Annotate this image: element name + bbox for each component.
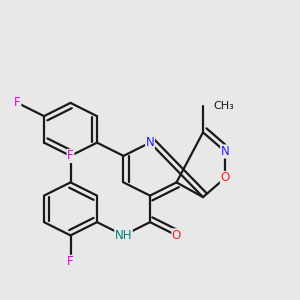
Text: F: F: [67, 149, 74, 162]
Text: NH: NH: [115, 229, 132, 242]
Text: O: O: [172, 229, 181, 242]
Text: F: F: [67, 255, 74, 268]
Text: N: N: [146, 136, 154, 149]
Text: O: O: [220, 172, 230, 184]
Text: N: N: [221, 145, 230, 158]
Text: CH₃: CH₃: [213, 101, 234, 111]
Text: F: F: [14, 96, 21, 110]
